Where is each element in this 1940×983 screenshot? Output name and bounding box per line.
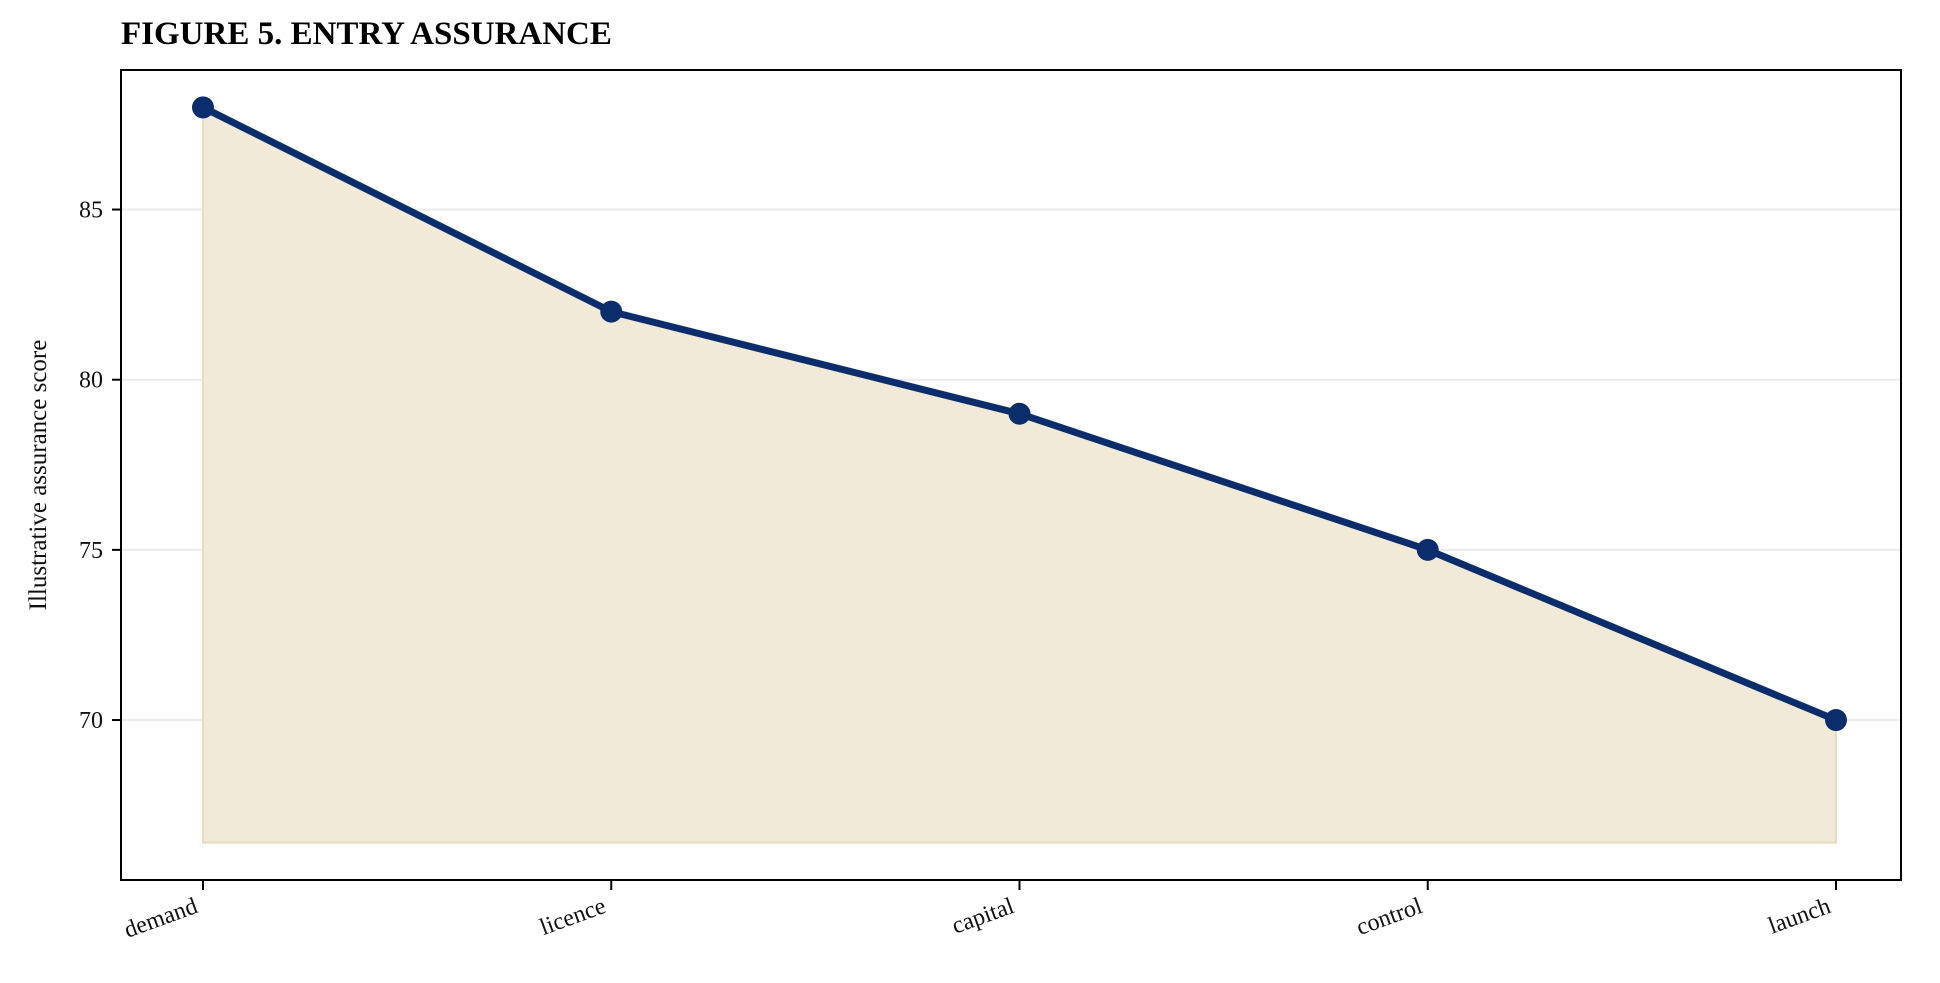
- data-point-control: [1416, 538, 1439, 561]
- data-point-demand: [192, 96, 214, 119]
- x-axis-ticks: demand licence capital control launch: [121, 880, 1837, 944]
- chart-title: FIGURE 5. ENTRY ASSURANCE: [121, 16, 612, 52]
- y-axis-label: Illustrative assurance score: [25, 340, 52, 611]
- data-point-licence: [600, 300, 623, 323]
- x-tick-label-control: control: [1353, 893, 1426, 941]
- data-points: [192, 96, 1847, 732]
- area-fill: [202, 105, 1837, 844]
- data-point-launch: [1825, 709, 1847, 732]
- y-tick-label: 75: [79, 538, 103, 564]
- x-tick-label-licence: licence: [537, 893, 610, 941]
- x-tick-label-capital: capital: [949, 893, 1018, 939]
- y-tick-label: 85: [79, 198, 103, 224]
- y-tick-label: 70: [79, 708, 103, 734]
- x-tick-label-launch: launch: [1765, 893, 1834, 939]
- data-point-capital: [1008, 402, 1031, 425]
- x-tick-label-demand: demand: [121, 893, 201, 943]
- y-axis-ticks: 70 75 80 85: [79, 198, 121, 734]
- area-region: [202, 105, 1837, 844]
- y-tick-label: 80: [79, 368, 103, 394]
- plot-frame: [120, 69, 1902, 881]
